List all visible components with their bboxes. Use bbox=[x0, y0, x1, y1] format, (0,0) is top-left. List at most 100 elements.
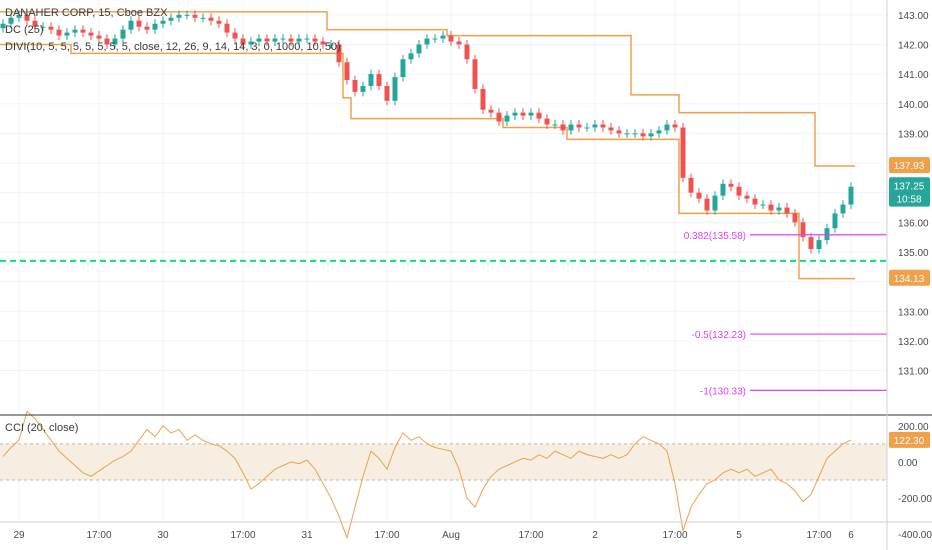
price-badge bbox=[889, 190, 930, 207]
candle-body bbox=[792, 213, 798, 223]
time-tick-label: 6 bbox=[848, 530, 854, 541]
candle-body bbox=[24, 14, 30, 21]
candle-body bbox=[16, 14, 22, 18]
price-tick-label: 140.00 bbox=[898, 100, 929, 111]
price-tick-label: 136.00 bbox=[898, 218, 929, 229]
candle-body bbox=[128, 20, 134, 30]
candle-body bbox=[520, 112, 526, 116]
cci-tick-label: -400.00 bbox=[898, 530, 932, 541]
candle-body bbox=[616, 130, 622, 134]
candle-body bbox=[400, 59, 406, 78]
candle-body bbox=[600, 124, 606, 128]
candle-body bbox=[640, 133, 646, 137]
candle-body bbox=[472, 59, 478, 89]
candle-body bbox=[720, 183, 726, 196]
candle-body bbox=[152, 23, 158, 30]
donchian-lower bbox=[0, 43, 855, 280]
candle-body bbox=[688, 177, 694, 193]
candle-body bbox=[104, 38, 110, 45]
candle-body bbox=[776, 207, 782, 211]
candle-body bbox=[608, 127, 614, 131]
candle-body bbox=[560, 124, 566, 131]
candle-body bbox=[88, 32, 94, 36]
candle-body bbox=[504, 115, 510, 122]
candle-body bbox=[480, 88, 486, 110]
candle-body bbox=[672, 124, 678, 128]
candle-body bbox=[624, 133, 630, 135]
candle-body bbox=[72, 29, 78, 33]
price-tick-label: 135.00 bbox=[898, 248, 929, 259]
price-tick-label: 131.00 bbox=[898, 367, 929, 378]
price-tick-label: 139.00 bbox=[898, 129, 929, 140]
candle-body bbox=[344, 62, 350, 81]
time-tick-label: 29 bbox=[13, 530, 25, 541]
cci-legend: CCI (20, close) bbox=[5, 422, 79, 434]
candle-body bbox=[320, 41, 326, 45]
candle-body bbox=[248, 41, 254, 45]
candle-body bbox=[304, 38, 310, 40]
candle-body bbox=[696, 192, 702, 199]
candle-body bbox=[144, 26, 150, 30]
candle-body bbox=[160, 20, 166, 24]
time-tick-label: 17:00 bbox=[806, 530, 831, 541]
candle-body bbox=[680, 127, 686, 178]
candle-body bbox=[816, 240, 822, 249]
candle-body bbox=[432, 38, 438, 40]
candle-body bbox=[416, 44, 422, 54]
candle-body bbox=[752, 198, 758, 205]
candle-body bbox=[840, 204, 846, 214]
cci-tick-label: -200.00 bbox=[898, 494, 932, 505]
candles bbox=[0, 10, 854, 254]
candle-body bbox=[488, 109, 494, 113]
candle-body bbox=[576, 124, 582, 128]
indicator-legend: DIVI(10, 5, 5, 5, 5, 5, 5, 5, close, 12,… bbox=[5, 41, 341, 53]
candle-body bbox=[240, 38, 246, 45]
candle-body bbox=[664, 124, 670, 131]
price-badge-label: 134.13 bbox=[894, 274, 925, 285]
candle-body bbox=[656, 130, 662, 134]
candle-body bbox=[496, 112, 502, 122]
fib-level-label: -0.5(132.23) bbox=[692, 330, 746, 341]
candle-body bbox=[256, 38, 262, 42]
grid-lines bbox=[0, 0, 887, 520]
candle-body bbox=[632, 133, 638, 135]
candle-body bbox=[200, 17, 206, 19]
dc-legend: DC (25) bbox=[5, 24, 44, 36]
price-badge-label: 137.93 bbox=[894, 161, 925, 172]
cci-badge bbox=[889, 431, 930, 448]
candle-body bbox=[552, 124, 558, 126]
candle-body bbox=[32, 20, 38, 27]
candle-body bbox=[728, 183, 734, 187]
candle-body bbox=[544, 118, 550, 125]
price-badge bbox=[889, 177, 930, 194]
time-tick-label: 2 bbox=[592, 530, 598, 541]
price-tick-label: 142.00 bbox=[898, 40, 929, 51]
candle-body bbox=[392, 77, 398, 101]
candle-body bbox=[768, 204, 774, 211]
fib-level-label: -1(130.33) bbox=[700, 386, 746, 397]
candle-body bbox=[0, 23, 6, 29]
candle-body bbox=[8, 17, 14, 24]
candle-body bbox=[760, 204, 766, 206]
time-tick-label: Aug bbox=[442, 530, 460, 541]
candle-body bbox=[536, 112, 542, 119]
candle-body bbox=[448, 35, 454, 42]
fib-level-label: 0.382(135.58) bbox=[684, 231, 746, 242]
candle-body bbox=[184, 14, 190, 16]
candle-body bbox=[832, 213, 838, 229]
price-badge-label: 10:58 bbox=[896, 195, 921, 206]
candle-body bbox=[312, 38, 318, 42]
time-tick-label: 17:00 bbox=[518, 530, 543, 541]
cci-line bbox=[2, 410, 852, 540]
candle-body bbox=[328, 44, 334, 46]
candle-body bbox=[264, 38, 270, 42]
candle-body bbox=[736, 186, 742, 196]
donchian-upper bbox=[0, 11, 855, 167]
candle-body bbox=[848, 186, 854, 205]
candle-body bbox=[232, 32, 238, 39]
price-tick-label: 132.00 bbox=[898, 337, 929, 348]
candle-body bbox=[192, 14, 198, 18]
candle-body bbox=[424, 38, 430, 45]
price-badge bbox=[889, 269, 930, 286]
